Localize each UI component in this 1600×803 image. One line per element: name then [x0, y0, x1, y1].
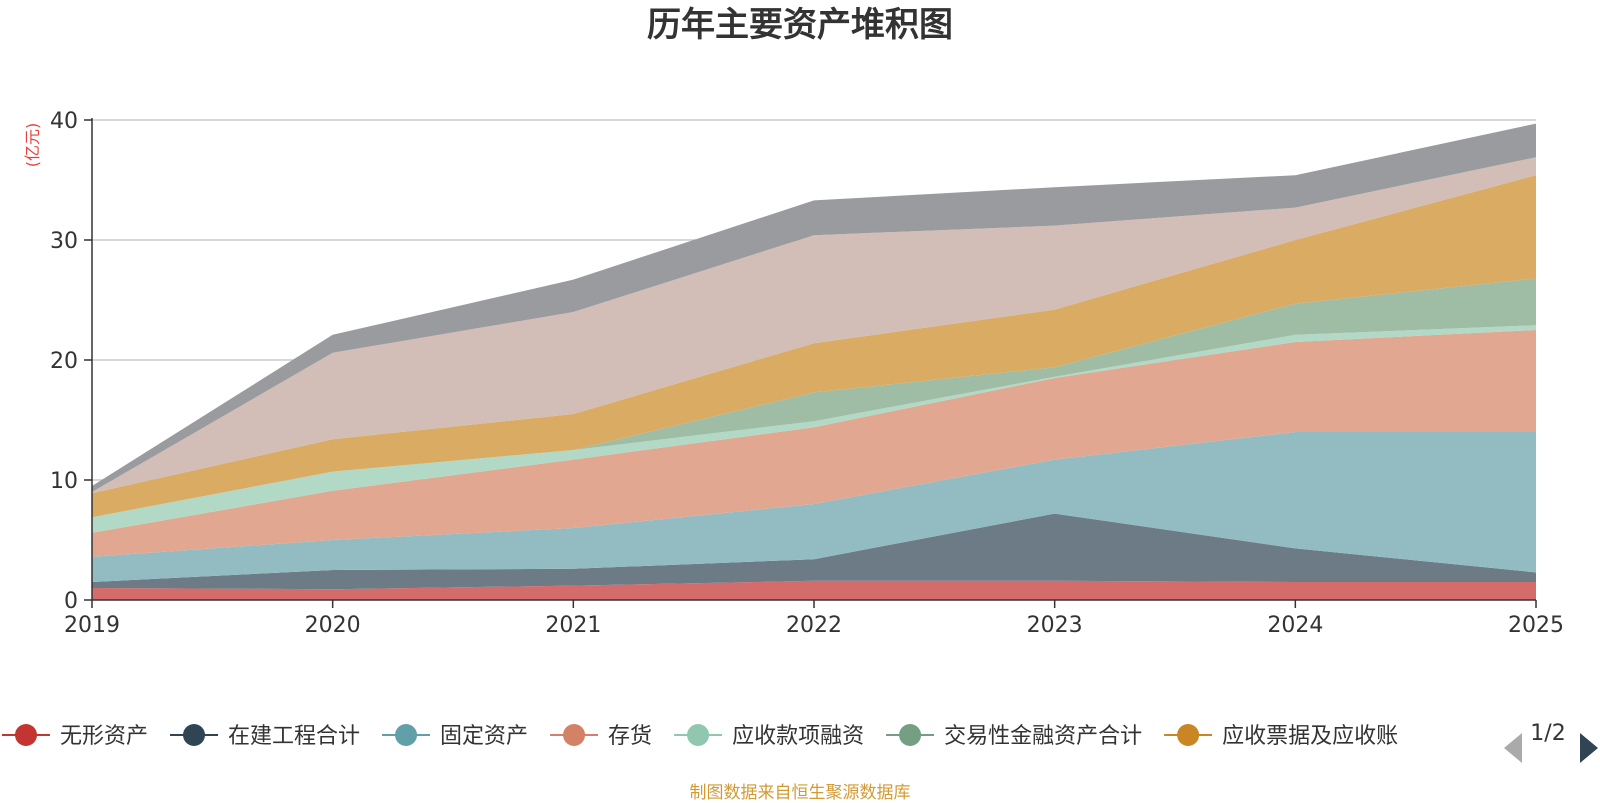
- legend-item-2[interactable]: 在建工程合计: [170, 724, 360, 749]
- legend-item-4[interactable]: 存货: [550, 724, 652, 749]
- legend-circle-icon: [183, 724, 206, 746]
- legend: 无形资产 在建工程合计 固定资产 存货 应收款项融资 交易性金融资产合计 应收票据及应收账: [2, 724, 1398, 749]
- legend-page-indicator: 1/2: [1530, 721, 1565, 746]
- legend-prev-page-icon[interactable]: [1504, 733, 1522, 763]
- area-series-group: [92, 123, 1536, 600]
- data-source-footer: 制图数据来自恒生聚源数据库: [689, 783, 911, 803]
- x-tick-label-2020: 2020: [305, 613, 361, 638]
- area-series-9[interactable]: [92, 123, 1536, 492]
- axes: 0 10 20 30 40 2019 2020 2021 2022 2023 2024 2025: [50, 109, 1564, 638]
- x-tick-label-2023: 2023: [1027, 613, 1083, 638]
- x-tick-label-2019: 2019: [64, 613, 120, 638]
- x-tick-label-2025: 2025: [1508, 613, 1564, 638]
- legend-label: 应收票据及应收账: [1222, 724, 1398, 749]
- area-series-4[interactable]: [92, 330, 1536, 557]
- legend-circle-icon: [1177, 724, 1200, 746]
- legend-item-3[interactable]: 固定资产: [382, 724, 528, 749]
- area-series-6[interactable]: [92, 278, 1536, 518]
- legend-label: 无形资产: [60, 724, 148, 749]
- legend-circle-icon: [15, 724, 37, 746]
- y-tick-label-30: 30: [50, 229, 78, 254]
- y-tick-label-20: 20: [50, 349, 78, 374]
- area-series-1[interactable]: [92, 580, 1536, 600]
- area-series-2[interactable]: [92, 513, 1536, 590]
- area-series-8[interactable]: [92, 157, 1536, 494]
- legend-label: 固定资产: [440, 724, 528, 749]
- legend-label: 应收款项融资: [732, 724, 864, 749]
- area-series-7[interactable]: [92, 175, 1536, 518]
- legend-item-7[interactable]: 应收票据及应收账: [1164, 724, 1398, 749]
- legend-item-5[interactable]: 应收款项融资: [674, 724, 864, 749]
- x-tick-label-2024: 2024: [1267, 613, 1323, 638]
- y-axis-unit-label: (亿元): [23, 123, 42, 168]
- area-series-3[interactable]: [92, 432, 1536, 582]
- legend-circle-icon: [899, 724, 922, 746]
- chart-title: 历年主要资产堆积图: [647, 5, 953, 45]
- legend-label: 存货: [608, 724, 652, 749]
- y-tick-label-10: 10: [50, 469, 78, 494]
- legend-pager: 1/2: [1504, 721, 1598, 763]
- legend-circle-icon: [395, 724, 418, 746]
- stacked-area-chart: 历年主要资产堆积图 (亿元) 0 10 20 30 40 2019 2020 2021 2022…: [2, 5, 1598, 763]
- x-tick-label-2022: 2022: [786, 613, 842, 638]
- x-tick-label-2021: 2021: [545, 613, 601, 638]
- legend-item-1[interactable]: 无形资产: [2, 724, 148, 749]
- y-tick-label-40: 40: [50, 109, 78, 134]
- y-tick-label-0: 0: [64, 589, 78, 614]
- legend-next-page-icon[interactable]: [1580, 733, 1598, 763]
- legend-circle-icon: [563, 724, 586, 746]
- legend-circle-icon: [687, 724, 710, 746]
- legend-label: 交易性金融资产合计: [944, 724, 1142, 749]
- legend-label: 在建工程合计: [228, 724, 360, 749]
- legend-item-6[interactable]: 交易性金融资产合计: [886, 724, 1142, 749]
